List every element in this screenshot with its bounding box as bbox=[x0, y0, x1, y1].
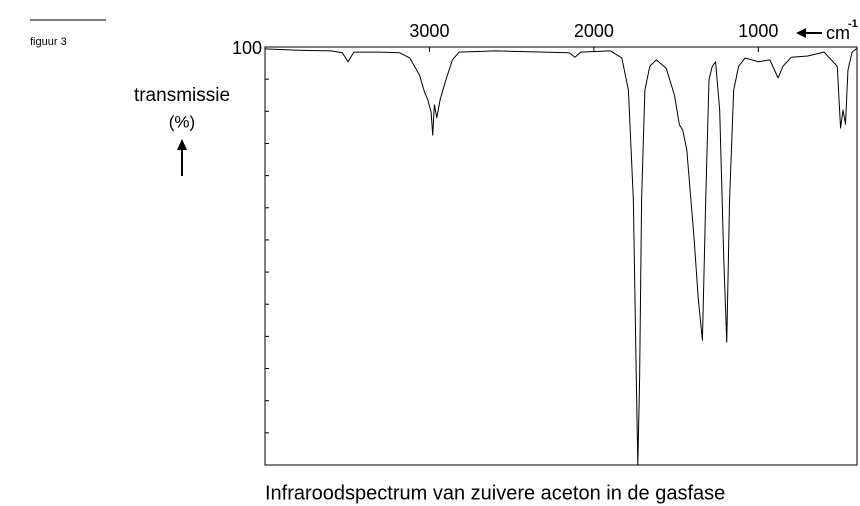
x-arrow-head bbox=[796, 28, 806, 38]
y-axis-label: (%) bbox=[169, 112, 195, 131]
x-unit: cm bbox=[826, 23, 850, 43]
y-tick-label: 100 bbox=[232, 38, 262, 58]
y-arrow-head bbox=[177, 139, 187, 150]
spectrum-line bbox=[264, 47, 858, 466]
x-tick-label: 3000 bbox=[409, 21, 449, 41]
chart-title: Infraroodspectrum van zuivere aceton in … bbox=[265, 482, 725, 504]
x-tick-label: 2000 bbox=[574, 21, 614, 41]
figure-label: figuur 3 bbox=[30, 36, 67, 48]
x-tick-label: 1000 bbox=[738, 21, 778, 41]
x-unit-exponent: -1 bbox=[848, 18, 858, 30]
plot-frame bbox=[264, 46, 858, 466]
y-axis-label: transmissie bbox=[134, 85, 230, 106]
